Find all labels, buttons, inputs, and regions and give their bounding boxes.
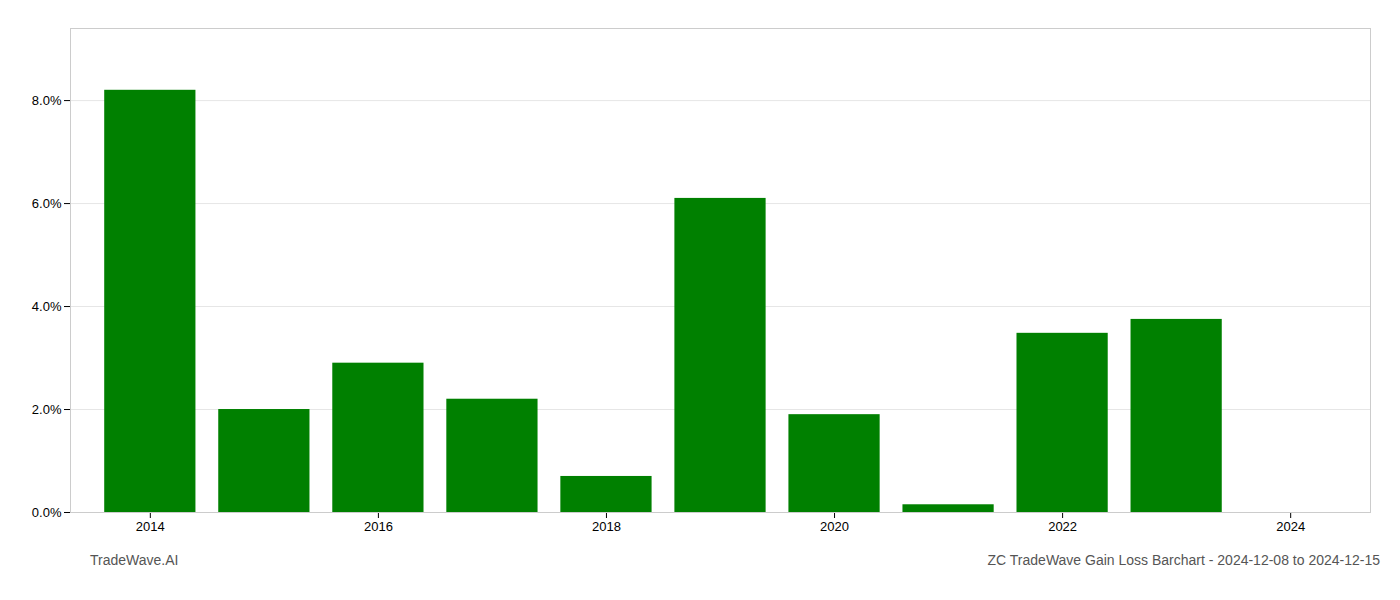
svg-text:4.0%: 4.0% bbox=[32, 299, 62, 314]
svg-text:6.0%: 6.0% bbox=[32, 196, 62, 211]
svg-text:2016: 2016 bbox=[364, 519, 393, 534]
svg-text:0.0%: 0.0% bbox=[32, 505, 62, 520]
html-text:TradeWave.AI: TradeWave.AI bbox=[90, 552, 179, 568]
svg-text:2014: 2014 bbox=[136, 519, 165, 534]
svg-text:2018: 2018 bbox=[592, 519, 621, 534]
svg-text:2.0%: 2.0% bbox=[32, 402, 62, 417]
html-text:ZC TradeWave Gain Loss Barchar: ZC TradeWave Gain Loss Barchart - 2024-1… bbox=[987, 552, 1380, 568]
svg-text:2024: 2024 bbox=[1276, 519, 1305, 534]
svg-text:8.0%: 8.0% bbox=[32, 93, 62, 108]
svg-text:2022: 2022 bbox=[1048, 519, 1077, 534]
svg-text:2020: 2020 bbox=[820, 519, 849, 534]
